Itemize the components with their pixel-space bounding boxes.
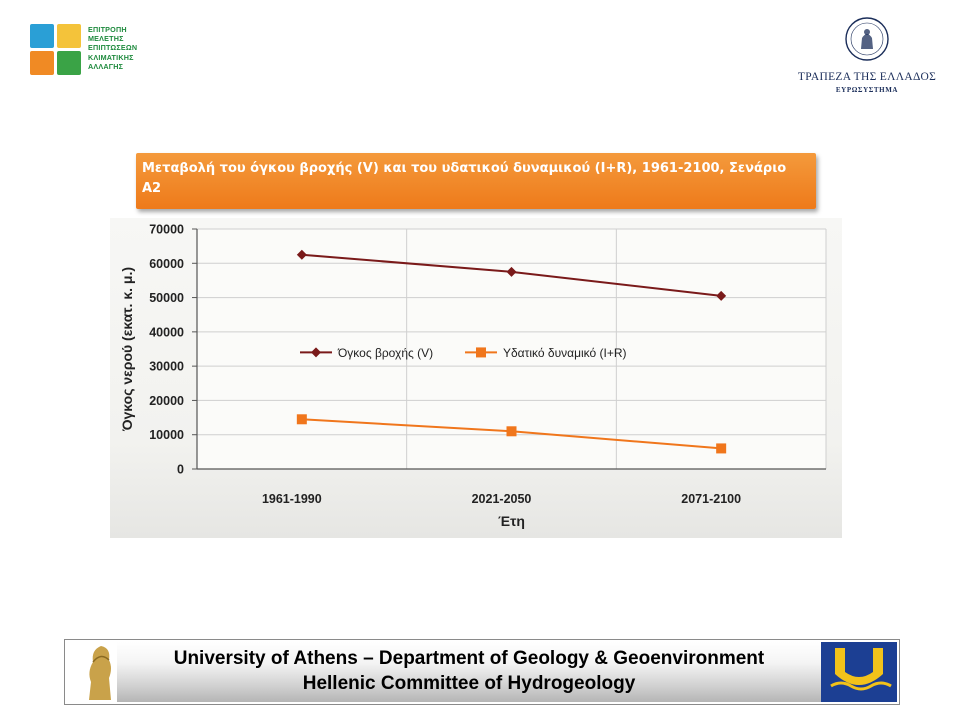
chart-title-banner: Μεταβολή του όγκου βροχής (V) και του υδ…	[136, 153, 816, 209]
legend-label: Υδατικό δυναμικό (I+R)	[503, 346, 627, 360]
sun-icon	[30, 51, 54, 75]
x-tick-label: 1961-1990	[262, 492, 322, 506]
data-point-square	[506, 426, 517, 437]
data-point-diamond	[506, 266, 517, 277]
data-point-diamond	[296, 249, 307, 260]
line-chart: 0 10000 20000 30000 40000 50000 60000 70000 1961…	[119, 223, 827, 529]
y-tick-label: 10000	[149, 428, 184, 442]
bank-seal-icon	[845, 17, 889, 61]
bank-subtitle: ΕΥΡΩΣΥΣΤΗΜΑ	[835, 86, 899, 94]
footer-committee: Hellenic Committee of Hydrogeology	[302, 673, 636, 694]
x-tick-label: 2071-2100	[681, 492, 741, 506]
hydrogeology-logo-icon	[821, 642, 897, 702]
y-tick-label: 70000	[149, 223, 184, 237]
y-tick-label: 20000	[149, 394, 184, 408]
climate-committee-logo: ΕΠΙΤΡΟΠΗ ΜΕΛΕΤΗΣ ΕΠΙΠΤΩΣΕΩΝ ΚΛΙΜΑΤΙΚΗΣ Α…	[30, 24, 150, 80]
logo-line: ΜΕΛΕΤΗΣ	[88, 34, 124, 44]
y-tick-label: 0	[177, 463, 184, 477]
data-point-square	[716, 443, 727, 454]
logo-line: ΕΠΙΠΤΩΣΕΩΝ	[88, 43, 138, 53]
y-tick-label: 60000	[149, 257, 184, 271]
chart-title: Μεταβολή του όγκου βροχής (V) και του υδ…	[142, 161, 787, 196]
x-axis-label: Έτη	[498, 513, 525, 529]
footer-banner: University of Athens – Department of Geo…	[64, 639, 900, 705]
bank-of-greece-logo: ΤΡΑΠΕΖΑ ΤΗΣ ΕΛΛΑΔΟΣ ΕΥΡΩΣΥΣΤΗΜΑ	[792, 16, 942, 100]
y-tick-label: 40000	[149, 325, 184, 339]
footer-university: University of Athens – Department of Geo…	[173, 648, 765, 669]
y-tick-label: 30000	[149, 360, 184, 374]
legend-marker	[476, 347, 486, 358]
y-axis-label: Όγκος νερού (εκατ. κ. μ.)	[119, 267, 135, 432]
logo-line: ΕΠΙΤΡΟΠΗ	[88, 25, 127, 34]
logo-line: ΚΛΙΜΑΤΙΚΗΣ	[88, 52, 134, 62]
legend-marker	[311, 347, 321, 358]
logo-line: ΑΛΛΑΓΗΣ	[88, 61, 124, 71]
water-waves-icon	[30, 24, 54, 48]
sun-tile-icon	[57, 24, 81, 48]
y-tick-label: 50000	[149, 291, 184, 305]
data-point-diamond	[716, 290, 727, 301]
athena-head-icon	[81, 642, 117, 702]
leaf-icon	[57, 51, 81, 75]
bank-name: ΤΡΑΠΕΖΑ ΤΗΣ ΕΛΛΑΔΟΣ	[797, 71, 937, 83]
x-tick-label: 2021-2050	[472, 492, 532, 506]
legend-label: Όγκος βροχής (V)	[337, 346, 433, 360]
data-point-square	[296, 414, 307, 425]
chart-panel: 0 10000 20000 30000 40000 50000 60000 70000 1961…	[110, 218, 842, 538]
climate-committee-text: ΕΠΙΤΡΟΠΗ ΜΕΛΕΤΗΣ ΕΠΙΠΤΩΣΕΩΝ ΚΛΙΜΑΤΙΚΗΣ Α…	[88, 25, 137, 71]
footer-gradient-strip	[117, 642, 821, 702]
